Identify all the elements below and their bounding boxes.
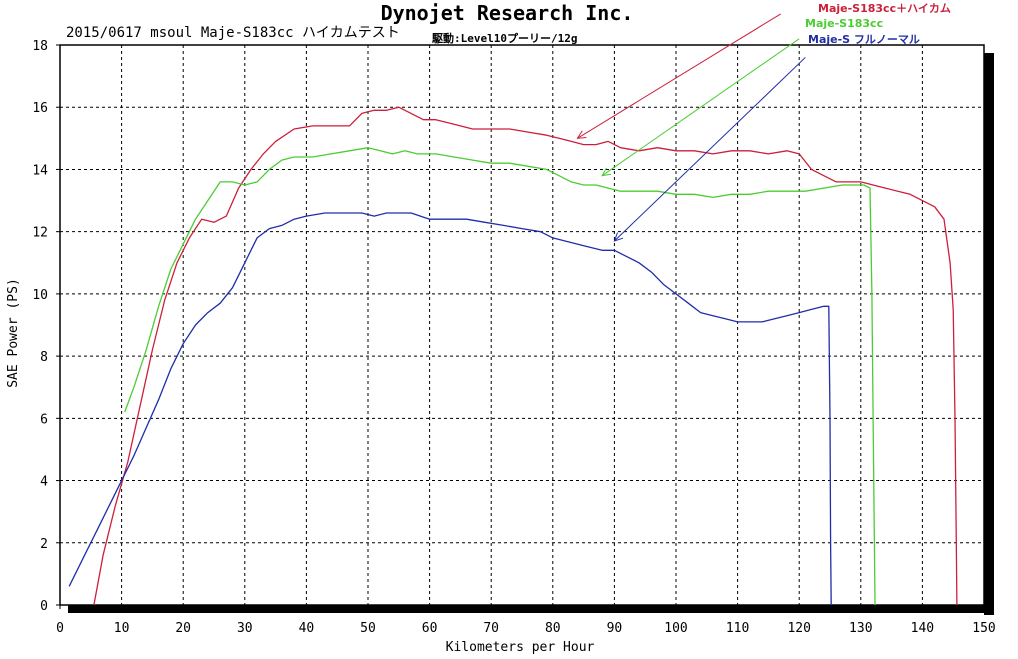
x-tick-label: 30: [237, 621, 253, 636]
x-tick-label: 50: [360, 621, 376, 636]
annotation-arrowhead-1: [576, 130, 587, 139]
x-tick-label: 90: [607, 621, 623, 636]
annotation-arrowhead-2: [601, 167, 612, 177]
y-tick-label: 4: [40, 475, 48, 490]
y-tick-label: 0: [40, 599, 48, 614]
series-lines: [68, 106, 958, 606]
y-tick-label: 12: [32, 226, 48, 241]
x-tick-label: 60: [422, 621, 438, 636]
annotation-arrowhead-3: [613, 232, 624, 242]
legend-label-2: Maje-S183cc: [805, 17, 883, 30]
chart-subtitle-drive: 駆動:Level10プーリー/12g: [432, 31, 577, 45]
series-line-3: [68, 212, 832, 606]
y-axis-label: SAE Power (PS): [6, 278, 21, 388]
annotation-arrow-3: [614, 57, 806, 242]
legend-label-1: Maje-S183cc＋ハイカム: [818, 2, 951, 15]
series-line-2: [124, 147, 876, 606]
plot-border: [59, 44, 985, 606]
x-tick-label: 100: [664, 621, 687, 636]
x-tick-label: 150: [972, 621, 995, 636]
plot-frame: [59, 44, 994, 615]
legend-label-3: Maje-S フルノーマル: [808, 33, 920, 46]
chart-title: Dynojet Research Inc.: [381, 1, 634, 25]
series-line-1: [93, 106, 958, 606]
frame-shadow-bottom: [68, 605, 994, 613]
x-tick-label: 140: [911, 621, 934, 636]
y-tick-label: 10: [32, 288, 48, 303]
x-tick-labels: 0 10 20 30 40 50 60 70 80 90 100 110 120 130 140 150: [56, 605, 996, 636]
y-tick-label: 14: [32, 163, 48, 178]
y-tick-label: 6: [40, 412, 48, 427]
y-tick-label: 18: [32, 39, 48, 54]
x-tick-label: 0: [56, 621, 64, 636]
x-tick-label: 130: [849, 621, 872, 636]
x-tick-label: 70: [483, 621, 499, 636]
y-tick-label: 16: [32, 101, 48, 116]
x-axis-label: Kilometers per Hour: [446, 640, 595, 655]
y-tick-label: 8: [40, 350, 48, 365]
x-tick-label: 40: [299, 621, 315, 636]
y-tick-label: 2: [40, 537, 48, 552]
x-tick-label: 10: [114, 621, 130, 636]
y-tick-labels: 0 2 4 6 8 10 12 14 16 18: [32, 39, 60, 614]
frame-shadow-right: [984, 53, 994, 615]
x-tick-label: 80: [545, 621, 561, 636]
chart-subtitle: 2015/0617 msoul Maje-S183cc ハイカムテスト: [66, 25, 400, 41]
legend-annotations: Maje-S183cc＋ハイカム Maje-S183cc Maje-S フルノーマル: [576, 2, 951, 242]
annotation-arrow-2: [601, 38, 800, 177]
x-tick-label: 20: [175, 621, 191, 636]
annotation-arrow-1: [577, 13, 781, 139]
x-tick-label: 120: [787, 621, 810, 636]
x-tick-label: 110: [726, 621, 749, 636]
